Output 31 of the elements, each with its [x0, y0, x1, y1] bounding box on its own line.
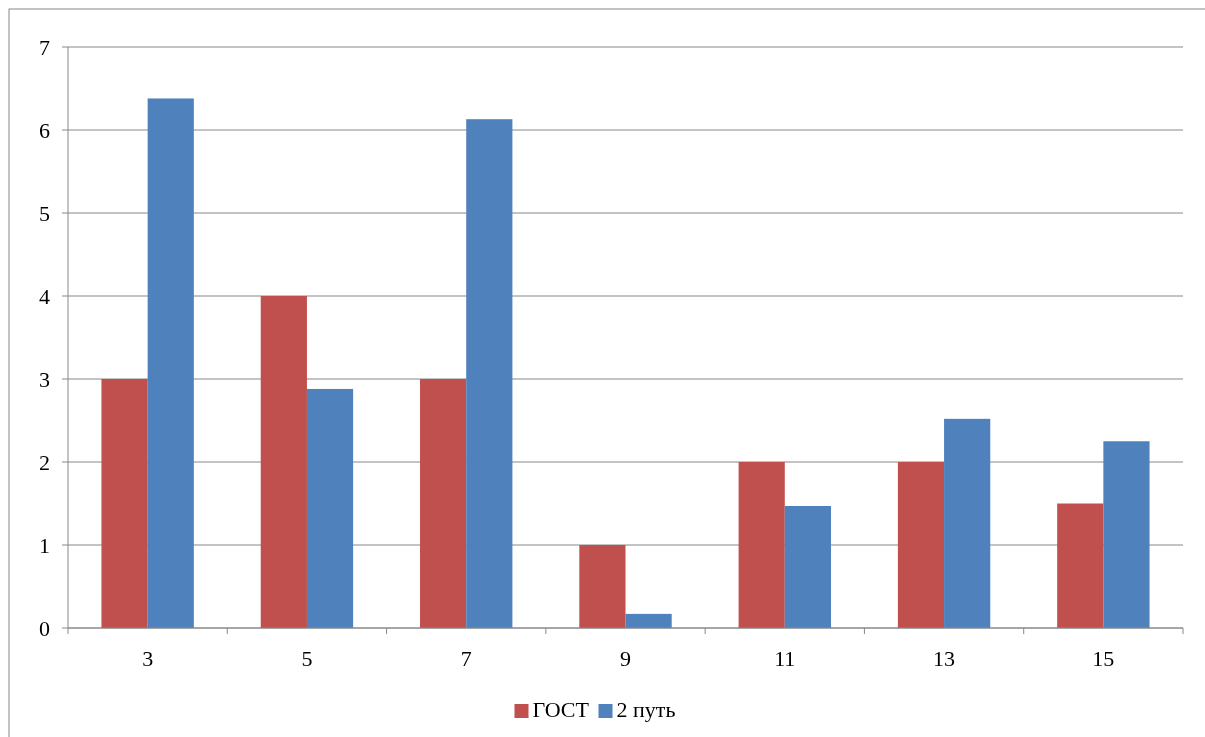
x-tick-label: 13 [933, 646, 956, 671]
x-tick-label: 3 [142, 646, 154, 671]
x-tick-label: 5 [301, 646, 313, 671]
y-tick-label: 1 [39, 532, 50, 558]
y-tick-label: 2 [39, 449, 50, 475]
bar [944, 418, 991, 628]
bar [738, 462, 785, 628]
bar [147, 98, 194, 628]
y-tick-label: 4 [39, 283, 50, 309]
bar [897, 462, 945, 628]
bar [306, 388, 354, 628]
y-tick-label: 7 [39, 34, 50, 60]
bar [1057, 503, 1104, 628]
bar [579, 545, 626, 628]
bar [466, 119, 513, 628]
x-tick-label: 15 [1092, 646, 1115, 671]
bar [101, 379, 148, 628]
bar [1103, 441, 1150, 628]
y-tick-label: 0 [39, 615, 50, 641]
x-tick-label: 9 [620, 646, 631, 671]
legend-label: 2 путь [616, 697, 676, 722]
bar [625, 613, 672, 628]
y-tick-label: 3 [39, 366, 50, 392]
bar [784, 505, 831, 628]
bar [260, 296, 307, 628]
x-tick-label: 11 [774, 646, 796, 671]
y-tick-label: 5 [39, 200, 50, 226]
y-tick-label: 6 [39, 117, 50, 143]
bar [420, 379, 467, 628]
x-tick-label: 7 [460, 646, 472, 671]
legend-label: ГОСТ [532, 697, 590, 722]
